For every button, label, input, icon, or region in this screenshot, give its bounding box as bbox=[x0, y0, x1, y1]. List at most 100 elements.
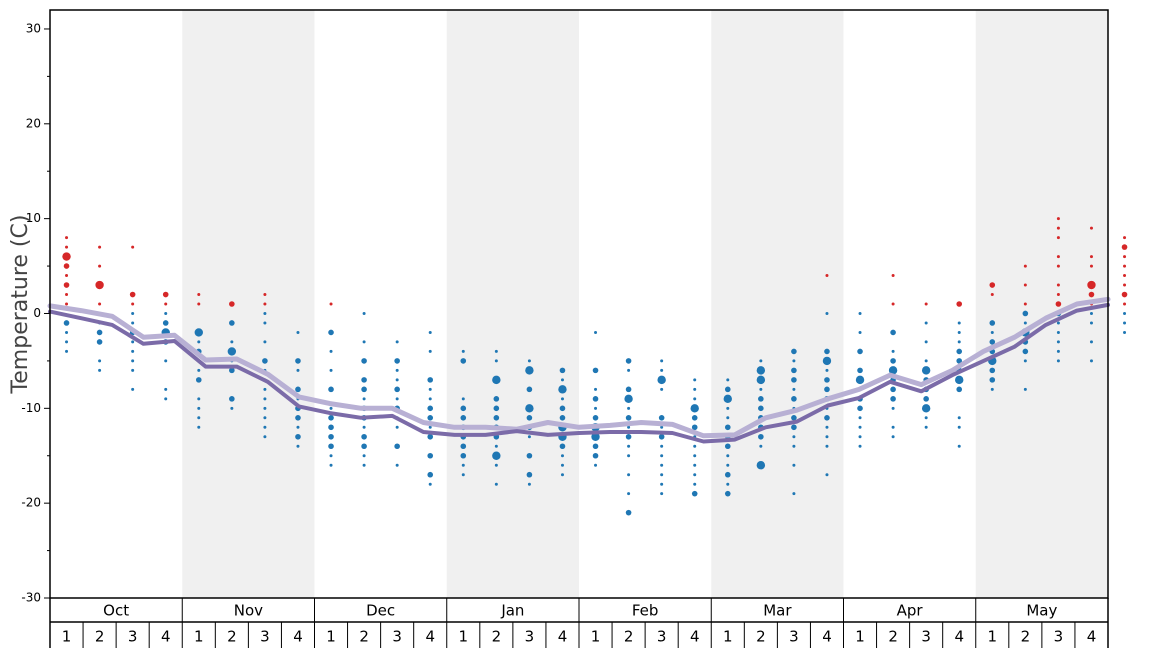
scatter-point bbox=[792, 359, 796, 363]
scatter-point bbox=[296, 368, 300, 372]
scatter-point bbox=[194, 328, 203, 337]
scatter-point bbox=[891, 425, 895, 429]
scatter-point bbox=[792, 435, 796, 439]
week-label: 4 bbox=[690, 628, 700, 646]
scatter-point bbox=[162, 291, 169, 298]
scatter-point bbox=[131, 311, 135, 315]
scatter-point bbox=[693, 397, 697, 401]
scatter-point bbox=[328, 433, 334, 440]
scatter-point bbox=[891, 406, 895, 410]
scatter-point bbox=[924, 302, 928, 306]
scatter-point bbox=[428, 330, 432, 334]
scatter-point bbox=[1056, 340, 1060, 344]
scatter-point bbox=[857, 367, 863, 374]
scatter-point bbox=[328, 329, 334, 336]
scatter-point bbox=[660, 482, 664, 486]
scatter-point bbox=[98, 368, 102, 372]
scatter-point bbox=[1089, 226, 1093, 230]
scatter-point bbox=[693, 378, 697, 382]
week-label: 3 bbox=[1054, 628, 1064, 646]
scatter-point bbox=[559, 443, 566, 450]
week-label: 4 bbox=[293, 628, 303, 646]
scatter-point bbox=[65, 330, 69, 334]
scatter-point bbox=[329, 368, 333, 372]
scatter-point bbox=[1123, 321, 1127, 325]
scatter-point bbox=[131, 245, 135, 249]
y-axis-title: Temperature (C) bbox=[8, 215, 33, 395]
scatter-point bbox=[989, 320, 996, 326]
scatter-point bbox=[63, 263, 70, 269]
scatter-point bbox=[1121, 291, 1128, 298]
scatter-point bbox=[427, 452, 434, 459]
scatter-point bbox=[1123, 236, 1127, 240]
scatter-point bbox=[164, 311, 168, 315]
scatter-point bbox=[263, 311, 267, 315]
scatter-point bbox=[660, 387, 664, 391]
scatter-point bbox=[461, 473, 465, 477]
scatter-point bbox=[559, 367, 566, 374]
scatter-point bbox=[527, 482, 531, 486]
scatter-point bbox=[989, 377, 996, 383]
scatter-point bbox=[494, 359, 498, 363]
scatter-point bbox=[891, 274, 895, 278]
week-label: 4 bbox=[954, 628, 964, 646]
scatter-point bbox=[592, 367, 599, 374]
scatter-point bbox=[195, 377, 202, 383]
scatter-point bbox=[691, 490, 698, 497]
scatter-point bbox=[229, 320, 235, 326]
y-tick-label: 10 bbox=[26, 211, 41, 225]
scatter-point bbox=[724, 490, 731, 497]
scatter-point bbox=[1123, 330, 1127, 334]
scatter-point bbox=[129, 291, 136, 298]
week-label: 3 bbox=[128, 628, 138, 646]
x-axis: Oct 1 2 3 4 Nov 1 2 3 4 Dec 1 2 3 4 Jan 1 2 3 4 Feb 1 2 3 4 Mar 1 2… bbox=[49, 598, 1109, 648]
scatter-point bbox=[96, 329, 103, 336]
week-label: 3 bbox=[921, 628, 931, 646]
scatter-point bbox=[461, 397, 465, 401]
scatter-point bbox=[1056, 217, 1060, 221]
scatter-point bbox=[63, 282, 70, 288]
week-label: 1 bbox=[459, 628, 469, 646]
scatter-point bbox=[263, 406, 267, 410]
scatter-point bbox=[95, 280, 104, 290]
scatter-point bbox=[758, 405, 764, 412]
scatter-point bbox=[197, 340, 201, 344]
scatter-point bbox=[759, 359, 763, 363]
scatter-point bbox=[955, 375, 964, 385]
week-label: 3 bbox=[657, 628, 667, 646]
scatter-point bbox=[791, 415, 797, 421]
scatter-point bbox=[229, 367, 235, 374]
scatter-point bbox=[1023, 321, 1027, 325]
scatter-point bbox=[361, 377, 367, 383]
scatter-point bbox=[660, 473, 664, 477]
scatter-point bbox=[394, 358, 400, 364]
scatter-point bbox=[98, 245, 102, 249]
week-label: 4 bbox=[425, 628, 435, 646]
scatter-point bbox=[395, 397, 399, 401]
scatter-point bbox=[891, 435, 895, 439]
scatter-point bbox=[890, 396, 896, 402]
scatter-point bbox=[957, 330, 961, 334]
scatter-point bbox=[428, 397, 432, 401]
scatter-point bbox=[362, 463, 366, 467]
month-label-jan: Jan bbox=[500, 602, 524, 620]
scatter-point bbox=[98, 264, 102, 268]
scatter-point bbox=[427, 377, 434, 383]
scatter-point bbox=[791, 377, 797, 383]
scatter-point bbox=[957, 444, 961, 448]
scatter-point bbox=[1089, 359, 1093, 363]
scatter-point bbox=[891, 302, 895, 306]
scatter-point bbox=[791, 396, 797, 402]
scatter-point bbox=[957, 321, 961, 325]
scatter-point bbox=[855, 375, 865, 385]
scatter-point bbox=[660, 454, 664, 458]
scatter-point bbox=[1056, 349, 1060, 353]
scatter-point bbox=[791, 424, 797, 431]
scatter-point bbox=[427, 433, 434, 440]
scatter-point bbox=[131, 359, 135, 363]
scatter-point bbox=[759, 444, 763, 448]
scatter-point bbox=[627, 473, 631, 477]
scatter-point bbox=[197, 425, 201, 429]
scatter-point bbox=[428, 387, 432, 391]
